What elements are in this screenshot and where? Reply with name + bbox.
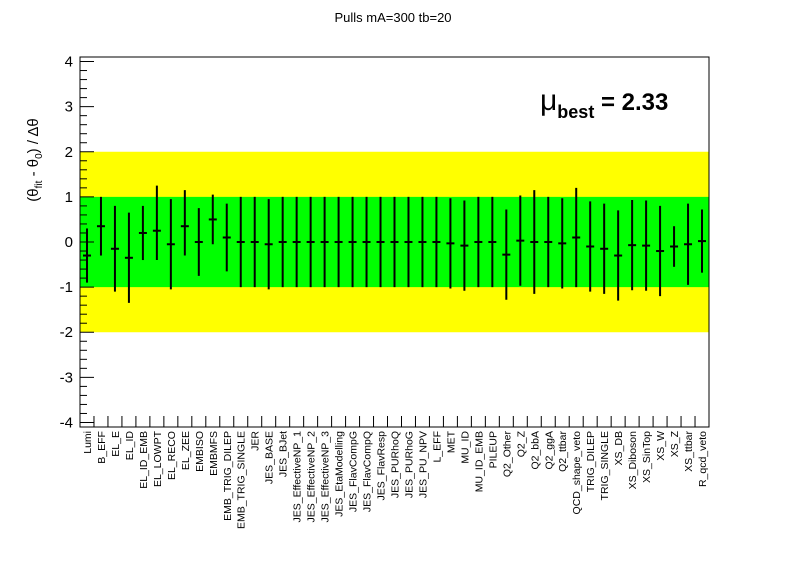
y-axis-ticks — [80, 61, 94, 423]
y-tick-label: 0 — [65, 234, 73, 251]
x-category-label: Q2_Other — [501, 430, 513, 477]
x-axis-category-labels: Lumi B_EFF EL_E EL_ID EL_ID_EMB EL_LOWPT EL_RE… — [82, 430, 709, 529]
x-category-label: XS_W — [655, 431, 667, 461]
x-axis-ticks — [79, 416, 710, 427]
x-category-label: EL_ZEE — [180, 431, 192, 470]
x-category-label: L_EFF — [431, 431, 443, 463]
x-category-label: EL_ID_EMB — [138, 431, 150, 489]
mu-symbol: μ — [540, 84, 557, 117]
y-tick-label: -4 — [60, 414, 73, 431]
x-category-label: EL_RECO — [166, 431, 178, 480]
x-category-label: XS_Z — [669, 430, 681, 457]
chart-title: Pulls mA=300 tb=20 — [334, 10, 451, 25]
x-category-label: EMB_TRIG_DILEP — [222, 431, 234, 521]
x-category-label: EMBMFS — [208, 431, 220, 476]
x-category-label: XS_ttbar — [683, 430, 695, 471]
x-category-label: JES_FlavResp — [376, 431, 388, 501]
x-category-label: TRIG_DILEP — [585, 431, 597, 492]
x-category-label: JES_PURhoQ — [390, 431, 402, 498]
data-markers — [82, 218, 707, 259]
x-category-label: JES_EffectiveNP_3 — [320, 431, 332, 523]
y-tick-label: 3 — [65, 99, 73, 116]
x-category-label: EL_ID — [124, 431, 136, 461]
x-category-label: EL_E — [110, 431, 122, 457]
y-axis-label-open: (θ — [25, 188, 42, 201]
x-category-label: JES_PU_NPV — [417, 431, 429, 498]
y-tick-label: 2 — [65, 144, 73, 161]
x-category-label: JES_BASE — [264, 431, 276, 484]
x-category-label: JES_EffectiveNP_1 — [292, 431, 304, 523]
x-category-label: XS_Diboson — [627, 431, 639, 490]
x-category-label: EL_LOWPT — [152, 430, 164, 487]
x-category-label: B_EFF — [96, 431, 108, 464]
x-category-label: JES_BJet — [278, 431, 290, 477]
x-category-label: PILEUP — [487, 431, 499, 468]
x-category-label: Q2_ttbar — [557, 430, 569, 471]
x-category-label: XS_DB — [613, 431, 625, 465]
x-category-label: R_qcd_veto — [697, 431, 709, 487]
mu-best-annotation: μbest = 2.33 — [540, 84, 668, 122]
x-category-label: Q2_ggA — [543, 431, 555, 470]
y-tick-label: -2 — [60, 324, 73, 341]
x-category-label: MU_ID — [459, 431, 471, 464]
x-category-label: XS_SinTop — [641, 431, 653, 483]
x-category-label: Lumi — [82, 431, 94, 454]
y-axis-tick-labels: 4 3 2 1 0 -1 -2 -3 -4 — [60, 54, 73, 432]
x-category-label: QCD_shape_veto — [571, 431, 583, 515]
x-category-label: JES_PURhoG — [403, 431, 415, 498]
x-category-label: Q2_Z — [515, 430, 527, 457]
y-axis-label-mid: - θ — [25, 159, 42, 181]
x-category-label: EMB_TRIG_SINGLE — [236, 431, 248, 529]
y-tick-label: 1 — [65, 189, 73, 206]
mu-value: = 2.33 — [594, 89, 668, 116]
mu-subscript: best — [557, 102, 594, 122]
y-tick-label: -1 — [60, 279, 73, 296]
x-category-label: MU_ID_EMB — [473, 431, 485, 492]
x-category-label: JES_EtaModelling — [334, 431, 346, 517]
x-category-label: JES_FlavCompG — [348, 431, 360, 512]
y-axis-label-sub-fit: fit — [34, 180, 45, 188]
y-axis-label-close: ) / Δθ — [25, 118, 42, 153]
y-tick-label: 4 — [65, 54, 73, 71]
x-category-label: JER — [250, 431, 262, 451]
x-category-label: TRIG_SINGLE — [599, 431, 611, 500]
y-axis-label-sub-zero: 0 — [34, 153, 45, 159]
x-category-label: JES_EffectiveNP_2 — [306, 431, 318, 523]
y-axis-label: (θfit - θ0) / Δθ — [25, 118, 45, 201]
x-category-label: JES_FlavCompQ — [362, 431, 374, 512]
x-category-label: EMBISO — [194, 431, 206, 472]
x-category-label: MET — [445, 430, 457, 453]
y-tick-label: -3 — [60, 369, 73, 386]
x-category-label: Q2_bbA — [529, 431, 541, 470]
